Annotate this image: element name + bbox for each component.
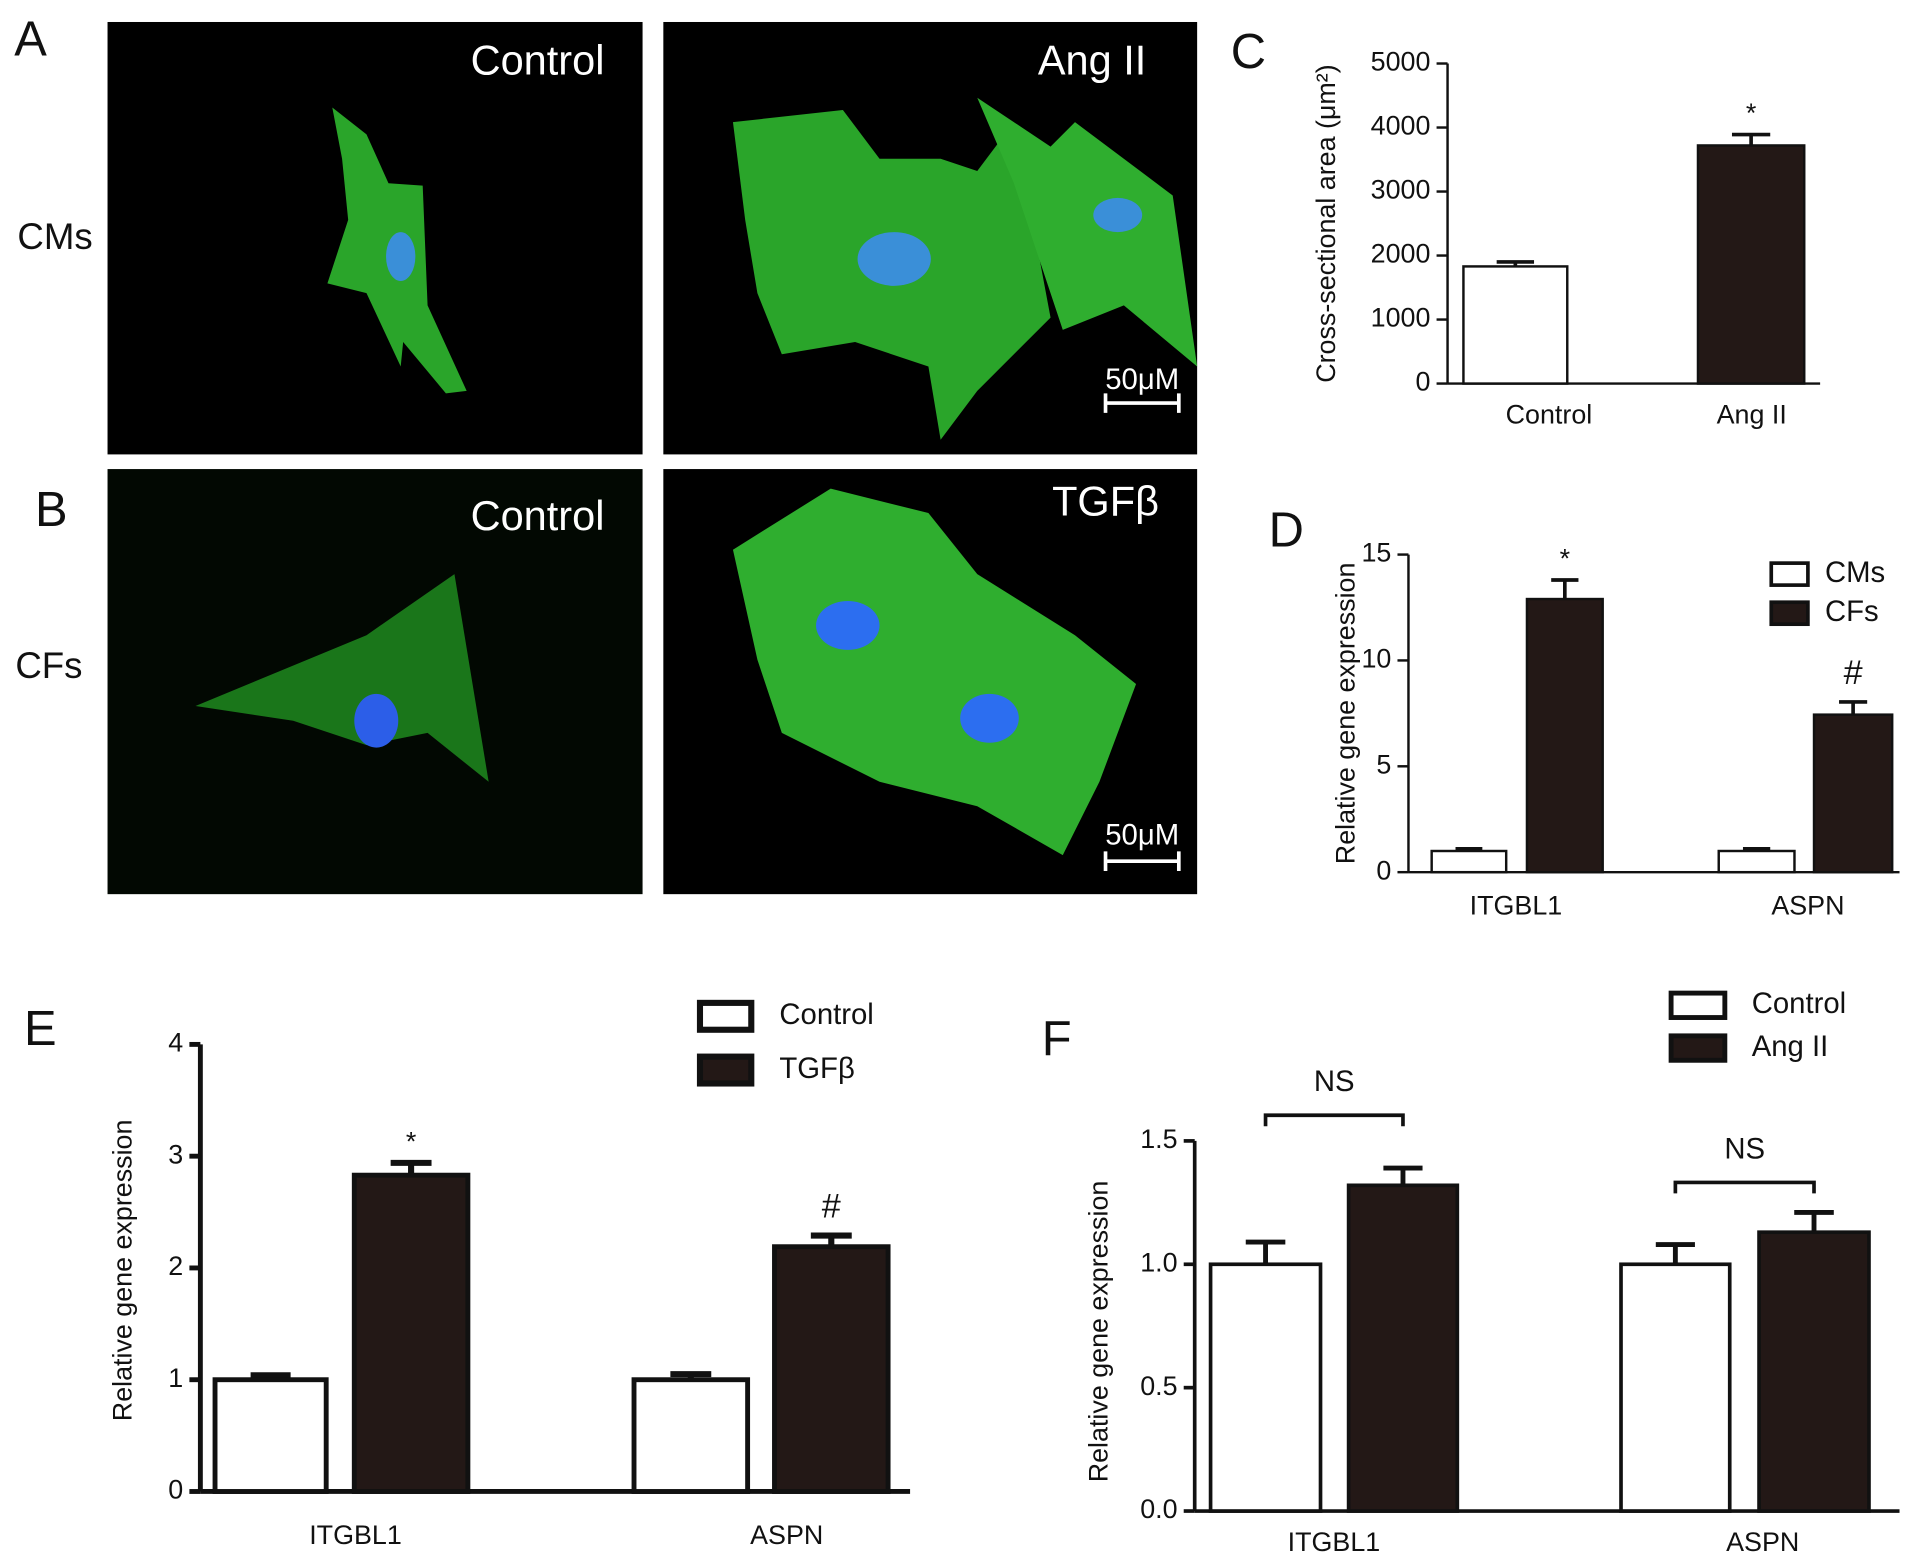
annotation: * — [1560, 544, 1571, 574]
bar — [1525, 597, 1604, 874]
nucleus — [857, 232, 931, 286]
y-tick-label: 10 — [1361, 644, 1391, 674]
x-tick-label: Ang II — [1717, 400, 1787, 430]
y-tick-label: 0.0 — [1140, 1494, 1177, 1524]
bar — [1208, 1262, 1323, 1513]
y-tick-label: 2000 — [1371, 239, 1431, 269]
pane-title: Ang II — [1038, 36, 1146, 83]
legend-swatch — [1668, 990, 1728, 1020]
row-label: CFs — [15, 645, 82, 686]
bar — [1619, 1262, 1732, 1513]
scale-bar — [1103, 851, 1181, 871]
annotation: NS — [1724, 1132, 1765, 1165]
annotation: * — [406, 1126, 417, 1156]
y-axis-label: Relative gene expression — [1084, 1181, 1114, 1483]
legend-label: Control — [1752, 987, 1846, 1020]
cell — [977, 97, 1198, 367]
y-tick-label: 5 — [1376, 749, 1391, 779]
y-tick-label: 3000 — [1371, 175, 1431, 205]
nucleus — [386, 232, 416, 281]
x-tick-label: Control — [1506, 400, 1593, 430]
y-tick-label: 0 — [1376, 855, 1391, 885]
cell — [732, 488, 1137, 856]
y-tick-label: 1000 — [1371, 303, 1431, 333]
panel-letter: C — [1231, 25, 1266, 79]
y-tick-label: 1.0 — [1140, 1247, 1177, 1277]
x-tick-label: ITGBL1 — [309, 1520, 402, 1550]
legend-label: TGFβ — [779, 1052, 854, 1085]
annotation: NS — [1314, 1065, 1355, 1098]
y-tick-label: 0.5 — [1140, 1371, 1177, 1401]
y-tick-label: 2 — [168, 1251, 183, 1281]
y-tick-label: 0 — [168, 1475, 183, 1505]
scale-label: 50μM — [1105, 363, 1179, 396]
bar — [1812, 713, 1894, 874]
significance-bracket — [1673, 1180, 1816, 1194]
annotation: # — [1844, 654, 1863, 692]
panel-letter: B — [35, 483, 68, 537]
bar — [1430, 849, 1508, 874]
legend-swatch — [1668, 1033, 1728, 1063]
x-tick-label: ITGBL1 — [1470, 891, 1563, 921]
bar — [1696, 144, 1806, 385]
y-axis-label: Cross-sectional area (μm²) — [1311, 64, 1341, 382]
legend-swatch — [1769, 600, 1810, 627]
y-tick-label: 1.5 — [1140, 1124, 1177, 1154]
y-tick-label: 5000 — [1371, 47, 1431, 77]
legend-label: CMs — [1825, 556, 1885, 589]
legend-label: CFs — [1825, 595, 1879, 628]
y-tick-label: 0 — [1416, 367, 1431, 397]
y-tick-label: 4000 — [1371, 111, 1431, 141]
x-tick-label: ITGBL1 — [1288, 1527, 1381, 1557]
nucleus — [1093, 197, 1143, 233]
y-tick-label: 15 — [1361, 538, 1391, 568]
legend-label: Control — [779, 998, 873, 1031]
panel-letter: A — [14, 13, 47, 67]
micrographs: A B CMs CFs Control Ang II Control TGFβ … — [14, 13, 1198, 895]
bar-chart: C Cross-sectional area (μm²) 0 1000 2000 3000… — [1231, 25, 1821, 430]
y-axis-label: Relative gene expression — [1330, 563, 1360, 865]
panel-letter: D — [1269, 504, 1304, 558]
y-tick-label: 3 — [168, 1139, 183, 1169]
bar-chart: F Relative gene expression 0.0 0.5 1.0 1.5 ITG… — [1042, 987, 1900, 1557]
x-tick-label: ASPN — [750, 1520, 823, 1550]
legend-label: Ang II — [1752, 1030, 1829, 1063]
bar — [1346, 1183, 1460, 1513]
panel-letter: F — [1042, 1012, 1072, 1066]
bar — [631, 1377, 751, 1494]
panel-letter: E — [24, 1002, 57, 1056]
nucleus — [960, 693, 1019, 743]
bar — [351, 1172, 471, 1494]
bar — [1757, 1230, 1871, 1513]
pane-title: TGFβ — [1052, 477, 1159, 524]
bar — [772, 1244, 891, 1494]
pane-title: Control — [471, 36, 605, 83]
scale-bar — [1103, 393, 1181, 413]
scale-label: 50μM — [1105, 818, 1179, 851]
row-label: CMs — [17, 216, 92, 257]
nucleus — [354, 693, 399, 748]
nucleus — [816, 600, 880, 650]
y-tick-label: 1 — [168, 1363, 183, 1393]
y-tick-label: 4 — [168, 1028, 183, 1058]
annotation: * — [1746, 98, 1757, 128]
cell — [195, 574, 489, 782]
legend-swatch — [1769, 561, 1810, 587]
bar — [1717, 849, 1796, 874]
bar-chart: D Relative gene expression 0 5 10 15 ITGBL1 ASP… — [1269, 504, 1900, 921]
annotation: # — [822, 1188, 841, 1226]
bar — [212, 1377, 329, 1494]
x-tick-label: ASPN — [1726, 1527, 1799, 1557]
legend-swatch — [696, 1053, 755, 1087]
x-tick-label: ASPN — [1771, 891, 1844, 921]
bar-chart: E Relative gene expression 0 1 2 3 4 ITGBL1 ASPN… — [24, 998, 911, 1550]
pane-title: Control — [471, 492, 605, 539]
significance-bracket — [1263, 1113, 1405, 1127]
y-axis-label: Relative gene expression — [108, 1120, 138, 1422]
legend-swatch — [696, 999, 755, 1033]
bar — [1462, 265, 1569, 385]
